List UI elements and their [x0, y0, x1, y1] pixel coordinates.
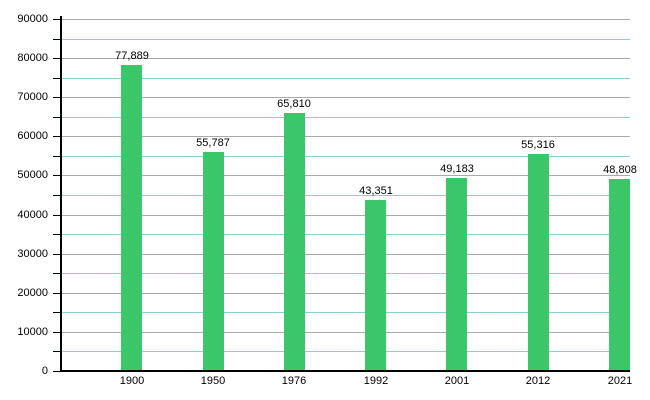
y-axis-line	[60, 16, 62, 371]
bar-value-label: 55,316	[521, 139, 555, 151]
x-axis-tick-label: 2001	[444, 375, 470, 387]
y-axis-tick	[53, 78, 61, 79]
x-axis-tick-label: 1992	[363, 375, 389, 387]
y-axis-tick	[53, 19, 61, 20]
x-axis-tick-label: 2012	[525, 375, 551, 387]
y-axis-tick-label: 80000	[17, 52, 48, 64]
bar-value-label: 55,787	[196, 137, 230, 149]
y-axis-tick	[53, 254, 61, 255]
x-axis-tick-label: 1976	[281, 375, 307, 387]
y-axis-tick	[53, 117, 61, 118]
major-gridline	[61, 293, 630, 294]
minor-gridline	[61, 117, 630, 118]
bar-2001	[446, 178, 467, 370]
y-axis-tick	[53, 351, 61, 352]
major-gridline	[61, 175, 630, 176]
y-axis-tick	[53, 175, 61, 176]
major-gridline	[61, 97, 630, 98]
y-axis-tick-label: 40000	[17, 209, 48, 221]
y-axis-tick	[53, 195, 61, 196]
bar-value-label: 48,808	[603, 164, 637, 176]
bar-1992	[365, 200, 386, 370]
minor-gridline	[61, 312, 630, 313]
major-gridline	[61, 332, 630, 333]
minor-gridline	[61, 273, 630, 274]
y-axis-tick	[53, 97, 61, 98]
bar-value-label: 77,889	[115, 50, 149, 62]
bar-2012	[528, 154, 549, 370]
minor-gridline	[61, 156, 630, 157]
major-gridline	[61, 19, 630, 20]
x-axis-tick-label: 1900	[119, 375, 145, 387]
minor-gridline	[61, 195, 630, 196]
y-axis-tick	[53, 136, 61, 137]
bar-value-label: 49,183	[440, 163, 474, 175]
x-axis-tick-label: 1950	[200, 375, 226, 387]
minor-gridline	[61, 78, 630, 79]
x-axis-line	[60, 370, 630, 372]
y-axis-tick-label: 20000	[17, 287, 48, 299]
y-axis-tick-label: 0	[41, 365, 48, 377]
bar-1976	[284, 113, 305, 370]
major-gridline	[61, 58, 630, 59]
major-gridline	[61, 215, 630, 216]
y-axis-tick	[53, 293, 61, 294]
y-axis-tick-label: 50000	[17, 169, 48, 181]
y-axis-tick-label: 30000	[17, 248, 48, 260]
minor-gridline	[61, 234, 630, 235]
y-axis-tick	[53, 371, 61, 372]
y-axis-tick	[53, 215, 61, 216]
y-axis-tick-label: 70000	[17, 91, 48, 103]
minor-gridline	[61, 39, 630, 40]
bar-value-label: 43,351	[359, 185, 393, 197]
y-axis-tick	[53, 273, 61, 274]
y-axis-tick	[53, 332, 61, 333]
major-gridline	[61, 254, 630, 255]
y-axis-tick-label: 90000	[17, 13, 48, 25]
x-axis-tick-label: 2021	[607, 375, 633, 387]
bar-value-label: 65,810	[277, 98, 311, 110]
bar-1900	[121, 65, 142, 370]
minor-gridline	[61, 351, 630, 352]
y-axis-tick	[53, 39, 61, 40]
y-axis-tick	[53, 312, 61, 313]
y-axis-tick-label: 60000	[17, 130, 48, 142]
y-axis-tick	[53, 156, 61, 157]
y-axis-tick-label: 10000	[17, 326, 48, 338]
bar-2021	[609, 179, 630, 370]
major-gridline	[61, 136, 630, 137]
bar-1950	[203, 152, 224, 370]
y-axis-tick	[53, 234, 61, 235]
y-axis-tick	[53, 58, 61, 59]
